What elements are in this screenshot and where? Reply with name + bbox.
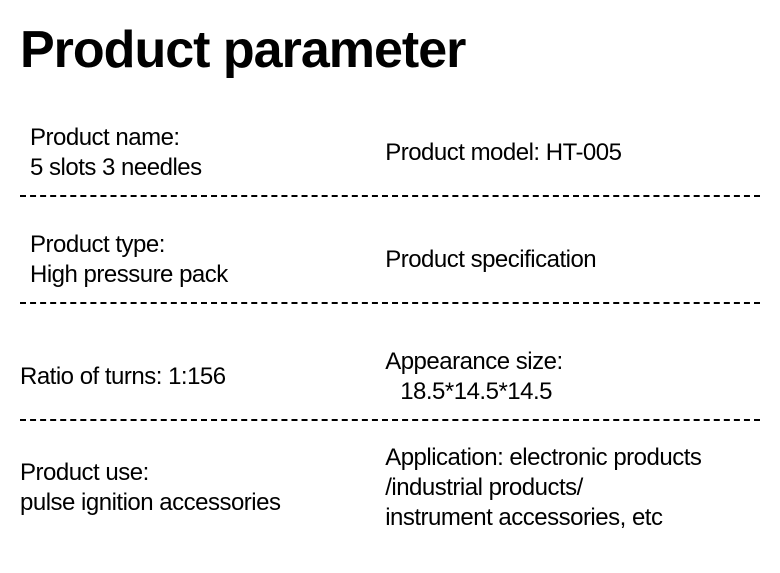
product-name-value: 5 slots 3 needles — [30, 153, 365, 183]
product-use-value: pulse ignition accessories — [20, 488, 365, 518]
product-type-label: Product type: — [30, 230, 365, 260]
appearance-size-value: 18.5*14.5*14.5 — [385, 377, 755, 407]
application-line2: /industrial products/ — [385, 473, 755, 503]
product-spec-text: Product specification — [385, 245, 755, 275]
appearance-size-label: Appearance size: — [385, 347, 755, 377]
product-use-cell: Product use: pulse ignition accessories — [20, 458, 375, 518]
product-name-cell: Product name: 5 slots 3 needles — [20, 123, 375, 183]
param-row-4: Product use: pulse ignition accessories … — [20, 431, 760, 545]
param-row-3: Ratio of turns: 1:156 Appearance size: 1… — [20, 339, 760, 421]
product-model-cell: Product model: HT-005 — [375, 138, 760, 168]
param-row-2: Product type: High pressure pack Product… — [20, 222, 760, 304]
application-line3: instrument accessories, etc — [385, 503, 755, 533]
product-spec-cell: Product specification — [375, 245, 760, 275]
product-type-value: High pressure pack — [30, 260, 365, 290]
appearance-size-cell: Appearance size: 18.5*14.5*14.5 — [375, 347, 760, 407]
ratio-cell: Ratio of turns: 1:156 — [20, 362, 375, 392]
product-name-label: Product name: — [30, 123, 365, 153]
page-title: Product parameter — [20, 20, 760, 80]
product-model-text: Product model: HT-005 — [385, 138, 755, 168]
product-use-label: Product use: — [20, 458, 365, 488]
product-type-cell: Product type: High pressure pack — [20, 230, 375, 290]
param-row-1: Product name: 5 slots 3 needles Product … — [20, 115, 760, 197]
ratio-text: Ratio of turns: 1:156 — [20, 362, 365, 392]
application-line1: Application: electronic products — [385, 443, 755, 473]
application-cell: Application: electronic products /indust… — [375, 443, 760, 533]
